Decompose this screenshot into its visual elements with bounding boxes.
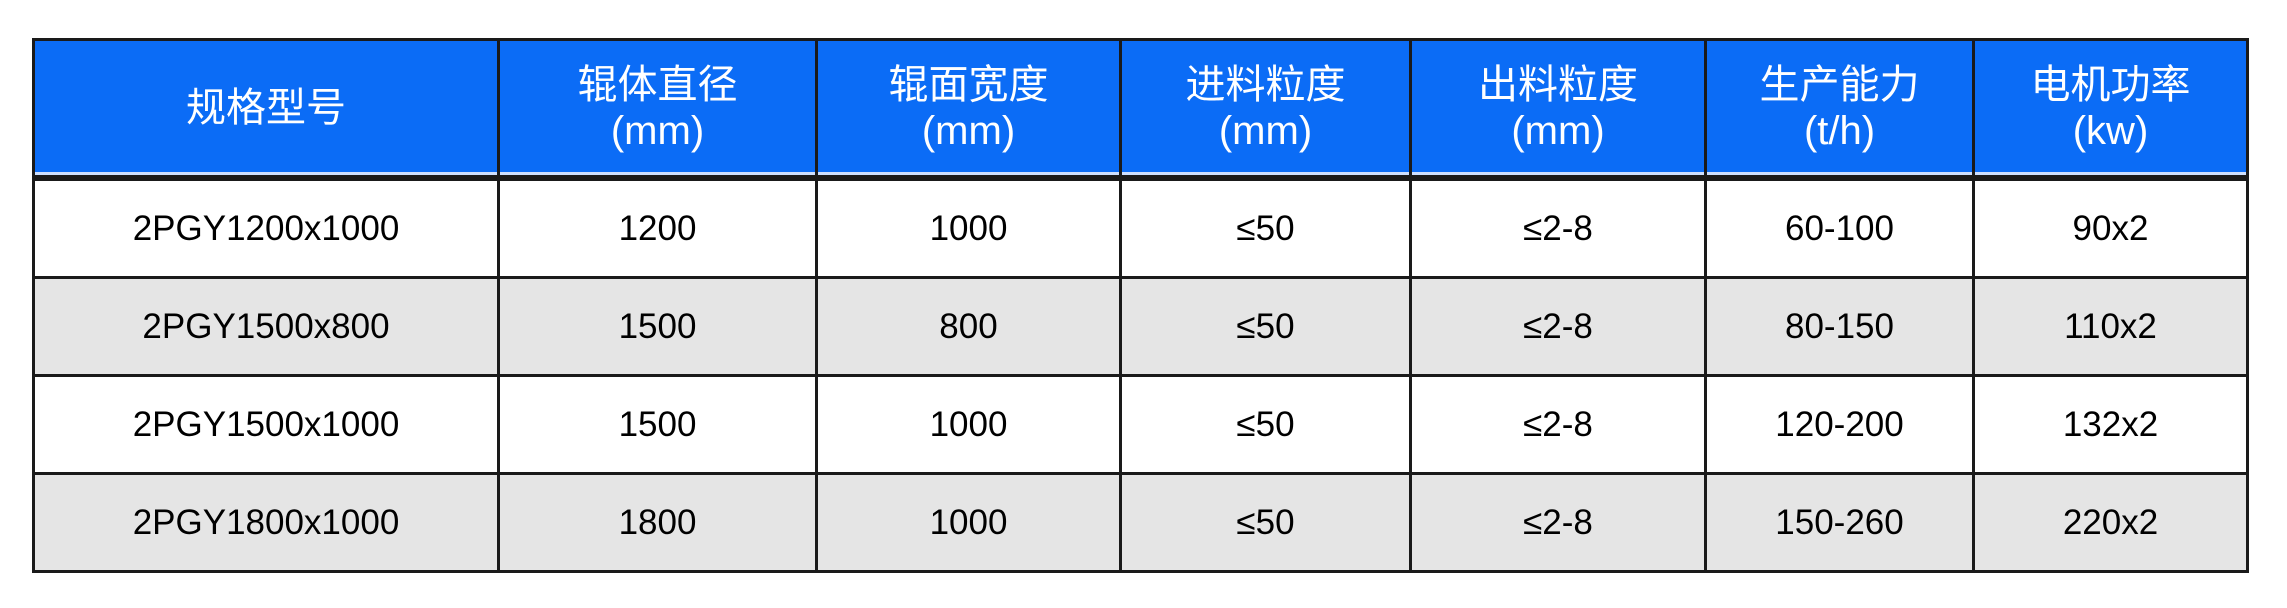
- cell-capacity: 120-200: [1704, 374, 1975, 475]
- header-label: 规格型号: [186, 86, 346, 130]
- table-row: 2PGY1200x1000 1200 1000 ≤50 ≤2-8 60-100 90x2: [32, 176, 2249, 279]
- cell-capacity: 150-260: [1704, 472, 1975, 573]
- header-row: 规格型号 辊体直径 (mm) 辊面宽度 (mm) 进料粒度 (mm) 出料粒度 (mm)…: [32, 38, 2249, 181]
- header-unit: (mm): [1511, 109, 1605, 153]
- header-label: 出料粒度: [1478, 63, 1638, 107]
- cell-roll-diameter: 1500: [497, 374, 818, 475]
- spec-table: 规格型号 辊体直径 (mm) 辊面宽度 (mm) 进料粒度 (mm) 出料粒度 (mm)…: [32, 38, 2249, 573]
- cell-feed-size: ≤50: [1119, 276, 1412, 377]
- cell-motor-power: 110x2: [1972, 276, 2249, 377]
- header-label: 生产能力: [1759, 63, 1920, 107]
- cell-capacity: 80-150: [1704, 276, 1975, 377]
- cell-roll-width: 1000: [815, 374, 1122, 475]
- cell-output-size: ≤2-8: [1409, 176, 1707, 279]
- cell-feed-size: ≤50: [1119, 176, 1412, 279]
- table-row: 2PGY1500x800 1500 800 ≤50 ≤2-8 80-150 110x2: [32, 276, 2249, 377]
- header-label: 辊面宽度: [888, 63, 1049, 107]
- cell-model: 2PGY1500x800: [32, 276, 500, 377]
- cell-model: 2PGY1200x1000: [32, 176, 500, 279]
- cell-output-size: ≤2-8: [1409, 276, 1707, 377]
- cell-model: 2PGY1500x1000: [32, 374, 500, 475]
- cell-roll-diameter: 1200: [497, 176, 818, 279]
- cell-roll-width: 1000: [815, 176, 1122, 279]
- cell-capacity: 60-100: [1704, 176, 1975, 279]
- header-output-size: 出料粒度 (mm): [1409, 38, 1707, 181]
- cell-roll-diameter: 1800: [497, 472, 818, 573]
- header-capacity: 生产能力 (t/h): [1704, 38, 1975, 181]
- cell-output-size: ≤2-8: [1409, 472, 1707, 573]
- table-row: 2PGY1500x1000 1500 1000 ≤50 ≤2-8 120-200 132x2: [32, 374, 2249, 475]
- header-label: 进料粒度: [1185, 63, 1346, 107]
- cell-roll-width: 1000: [815, 472, 1122, 573]
- cell-output-size: ≤2-8: [1409, 374, 1707, 475]
- header-label: 电机功率: [2030, 63, 2191, 107]
- header-unit: (mm): [1218, 109, 1313, 153]
- cell-feed-size: ≤50: [1119, 472, 1412, 573]
- header-unit: (mm): [921, 109, 1016, 153]
- header-roll-width: 辊面宽度 (mm): [815, 38, 1122, 181]
- header-model: 规格型号: [32, 38, 500, 181]
- cell-feed-size: ≤50: [1119, 374, 1412, 475]
- header-feed-size: 进料粒度 (mm): [1119, 38, 1412, 181]
- header-label: 辊体直径: [577, 63, 738, 107]
- table-row: 2PGY1800x1000 1800 1000 ≤50 ≤2-8 150-260 220x2: [32, 472, 2249, 573]
- header-roll-diameter: 辊体直径 (mm): [497, 38, 818, 181]
- header-unit: (t/h): [1803, 109, 1876, 153]
- header-unit: (kw): [2072, 109, 2149, 153]
- cell-motor-power: 90x2: [1972, 176, 2249, 279]
- cell-roll-width: 800: [815, 276, 1122, 377]
- cell-motor-power: 132x2: [1972, 374, 2249, 475]
- cell-motor-power: 220x2: [1972, 472, 2249, 573]
- cell-model: 2PGY1800x1000: [32, 472, 500, 573]
- header-motor-power: 电机功率 (kw): [1972, 38, 2249, 181]
- header-unit: (mm): [610, 109, 705, 153]
- cell-roll-diameter: 1500: [497, 276, 818, 377]
